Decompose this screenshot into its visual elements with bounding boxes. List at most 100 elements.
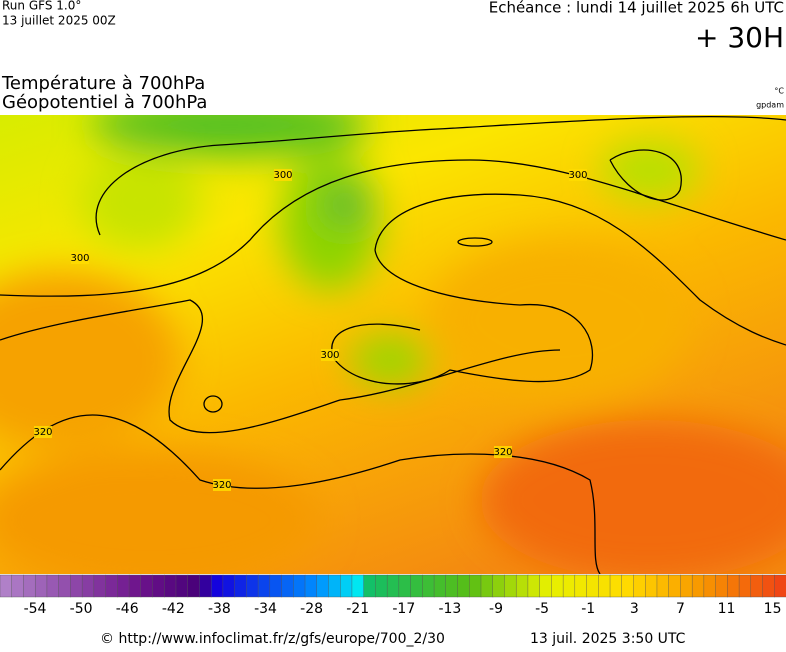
- color-cell: [234, 574, 247, 598]
- color-scale-labels: -54 -50 -46 -42 -38 -34 -28 -21 -17 -13 -9 -5 -1 3 7 11…: [24, 601, 782, 617]
- contour-label: 320: [33, 427, 52, 438]
- lead-time: + 30H: [695, 21, 784, 54]
- color-cell: [562, 574, 576, 598]
- color-cell: [527, 574, 541, 598]
- color-scale-label: -28: [300, 601, 323, 617]
- title-geopotential: Géopotentiel à 700hPa: [2, 92, 207, 113]
- color-cell: [469, 574, 482, 598]
- color-cell: [703, 574, 717, 598]
- color-cell: [656, 574, 670, 598]
- color-cell: [304, 574, 318, 598]
- color-cell: [23, 574, 36, 598]
- color-scale-label: -46: [116, 601, 139, 617]
- color-scale-label: -42: [162, 601, 185, 617]
- color-cell: [222, 574, 236, 598]
- color-cell: [457, 574, 470, 598]
- color-scale-label: -9: [489, 601, 503, 617]
- color-cell: [668, 574, 681, 598]
- color-scale-label: -17: [392, 601, 415, 617]
- color-scale-label: -50: [70, 601, 93, 617]
- color-cell: [81, 574, 95, 598]
- color-cell: [0, 574, 13, 598]
- color-cell: [386, 574, 400, 598]
- valid-time: Echéance : lundi 14 juillet 2025 6h UTC: [489, 0, 784, 17]
- color-cell: [445, 574, 459, 598]
- color-cell: [551, 574, 564, 598]
- color-cell: [128, 574, 142, 598]
- contour-label-bg: [569, 169, 587, 181]
- color-cell: [316, 574, 329, 598]
- color-cell: [46, 574, 60, 598]
- color-cell: [11, 574, 24, 598]
- color-scale-label: -5: [535, 601, 549, 617]
- color-scale-label: -38: [208, 601, 231, 617]
- color-cell: [727, 574, 740, 598]
- color-cell: [164, 574, 177, 598]
- color-cell: [281, 574, 294, 598]
- generated-time: 13 juil. 2025 3:50 UTC: [530, 631, 686, 647]
- color-cell: [774, 574, 786, 598]
- color-scale-label: -1: [581, 601, 595, 617]
- contour-label-bg: [71, 252, 89, 264]
- contour-label: 300: [320, 350, 339, 361]
- contour-label-bg: [213, 479, 231, 491]
- color-cell: [363, 574, 376, 598]
- color-cell: [340, 574, 353, 598]
- color-cell: [609, 574, 623, 598]
- color-cell: [433, 574, 447, 598]
- color-cell: [492, 574, 505, 598]
- contour-label: 300: [273, 170, 292, 181]
- color-scale-label: -13: [438, 601, 461, 617]
- color-cell: [410, 574, 423, 598]
- color-cell: [58, 574, 71, 598]
- color-cell: [574, 574, 588, 598]
- color-cell: [621, 574, 634, 598]
- contour-label: 300: [568, 170, 587, 181]
- contour-label-bg: [274, 169, 292, 181]
- color-cell: [539, 574, 552, 598]
- color-scale-label: -34: [254, 601, 277, 617]
- color-cell: [515, 574, 529, 598]
- color-cell: [140, 574, 154, 598]
- color-cell: [633, 574, 646, 598]
- run-date: 13 juillet 2025 00Z: [2, 14, 116, 28]
- color-cell: [504, 574, 517, 598]
- color-scale-label: 7: [676, 601, 685, 617]
- color-cell: [105, 574, 118, 598]
- color-cell: [480, 574, 494, 598]
- color-cell: [328, 574, 341, 598]
- color-cell: [199, 574, 212, 598]
- contour-label: 300: [70, 253, 89, 264]
- color-cell: [257, 574, 271, 598]
- color-cell: [351, 574, 365, 598]
- unit-geopotential: gpdam: [756, 101, 784, 110]
- color-cell: [762, 574, 775, 598]
- contour-label: 320: [493, 447, 512, 458]
- color-cell: [586, 574, 599, 598]
- color-cell: [34, 574, 48, 598]
- color-cell: [422, 574, 435, 598]
- color-cell: [598, 574, 611, 598]
- color-scale-label: 3: [630, 601, 639, 617]
- color-cell: [152, 574, 165, 598]
- color-cell: [375, 574, 388, 598]
- temperature-field: [0, 115, 786, 574]
- color-cell: [269, 574, 283, 598]
- color-cell: [691, 574, 705, 598]
- color-cell: [680, 574, 693, 598]
- color-cell: [93, 574, 107, 598]
- color-cell: [175, 574, 189, 598]
- contour-label-bg: [321, 349, 339, 361]
- color-cell: [398, 574, 412, 598]
- contour-label-bg: [34, 426, 52, 438]
- color-cell: [70, 574, 83, 598]
- color-cell: [246, 574, 259, 598]
- color-cell: [715, 574, 728, 598]
- color-scale-label: 15: [764, 601, 782, 617]
- color-cell: [117, 574, 130, 598]
- unit-temperature: °C: [774, 87, 784, 96]
- color-scale: [0, 574, 786, 598]
- color-cell: [645, 574, 658, 598]
